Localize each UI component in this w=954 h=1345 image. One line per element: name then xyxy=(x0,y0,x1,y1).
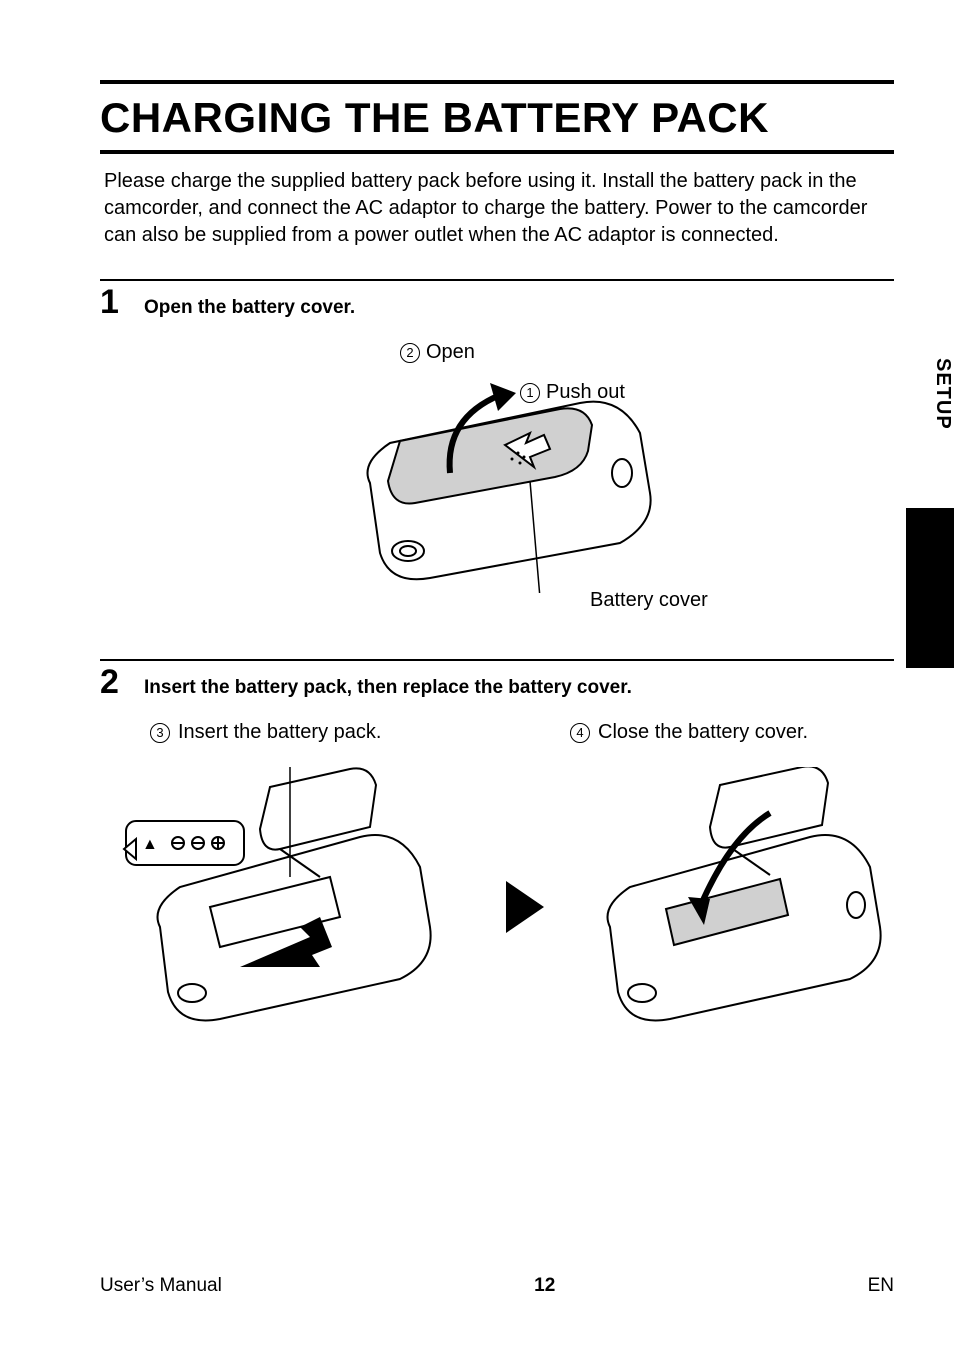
section-tab-label: SETUP xyxy=(906,358,954,430)
step-2: 2 Insert the battery pack, then replace … xyxy=(100,661,894,1067)
subcaption-close-label: Close the battery cover. xyxy=(598,721,808,744)
next-arrow-icon xyxy=(500,877,550,937)
step-1-head: 1 Open the battery cover. xyxy=(100,281,894,319)
figure-1: 2 Open 1 Push out Battery cover xyxy=(100,333,894,633)
step-1: 1 Open the battery cover. 2 Open 1 Push … xyxy=(100,281,894,633)
page-footer: User’s Manual 12 EN xyxy=(100,1275,894,1297)
device-illustration-3 xyxy=(570,767,910,1037)
intro-text: Please charge the supplied battery pack … xyxy=(100,154,894,279)
step-1-text: Open the battery cover. xyxy=(144,291,355,319)
subcaption-insert-label: Insert the battery pack. xyxy=(178,721,381,744)
footer-right: EN xyxy=(868,1275,894,1297)
subcaption-insert: 3 Insert the battery pack. xyxy=(150,721,381,744)
callout-open-label: Open xyxy=(426,341,475,364)
page-title: CHARGING THE BATTERY PACK xyxy=(100,84,894,150)
figure-2-row: 3 Insert the battery pack. 4 Close the b… xyxy=(100,707,894,1067)
manual-page: CHARGING THE BATTERY PACK Please charge … xyxy=(0,0,954,1345)
svg-text:▲: ▲ xyxy=(142,836,158,853)
device-illustration-1 xyxy=(330,363,690,593)
footer-page-number: 12 xyxy=(534,1275,555,1297)
circled-2-icon: 2 xyxy=(400,343,420,363)
circled-3-icon: 3 xyxy=(150,723,170,743)
step-2-text: Insert the battery pack, then replace th… xyxy=(144,671,632,699)
step-2-number: 2 xyxy=(100,665,124,699)
device-illustration-2: ▲ xyxy=(120,767,460,1037)
footer-left: User’s Manual xyxy=(100,1275,222,1297)
section-tab-marker xyxy=(906,508,954,668)
callout-open: 2 Open xyxy=(400,341,475,364)
subcaption-close: 4 Close the battery cover. xyxy=(570,721,808,744)
section-tab: SETUP xyxy=(906,348,954,668)
step-2-head: 2 Insert the battery pack, then replace … xyxy=(100,661,894,699)
circled-4-icon: 4 xyxy=(570,723,590,743)
step-1-number: 1 xyxy=(100,285,124,319)
